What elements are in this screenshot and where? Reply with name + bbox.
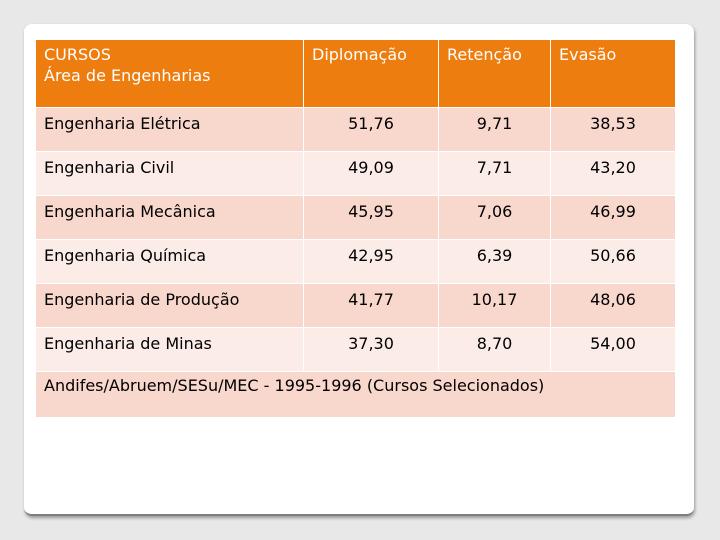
- course-name: Engenharia Civil: [35, 151, 304, 196]
- diplomacao-value: 49,09: [303, 151, 439, 196]
- retencao-value: 6,39: [438, 239, 551, 284]
- table-row: Engenharia Elétrica 51,76 9,71 38,53: [35, 107, 676, 152]
- table-row: Engenharia de Produção 41,77 10,17 48,06: [35, 283, 676, 328]
- table-row: Engenharia Química 42,95 6,39 50,66: [35, 239, 676, 284]
- evasao-value: 46,99: [550, 195, 676, 240]
- header-diplomacao: Diplomação: [303, 39, 439, 108]
- retencao-value: 8,70: [438, 327, 551, 372]
- course-name: Engenharia Mecânica: [35, 195, 304, 240]
- diplomacao-value: 42,95: [303, 239, 439, 284]
- course-name: Engenharia Química: [35, 239, 304, 284]
- table-row: Engenharia de Minas 37,30 8,70 54,00: [35, 327, 676, 372]
- course-name: Engenharia de Minas: [35, 327, 304, 372]
- retencao-value: 9,71: [438, 107, 551, 152]
- table-row: Engenharia Mecânica 45,95 7,06 46,99: [35, 195, 676, 240]
- retencao-value: 10,17: [438, 283, 551, 328]
- source-note: Andifes/Abruem/SESu/MEC - 1995-1996 (Cur…: [35, 371, 676, 418]
- table-row: Engenharia Civil 49,09 7,71 43,20: [35, 151, 676, 196]
- diplomacao-value: 45,95: [303, 195, 439, 240]
- table-header-row: CURSOS Área de Engenharias Diplomação Re…: [35, 39, 676, 108]
- header-retencao: Retenção: [438, 39, 551, 108]
- course-name: Engenharia de Produção: [35, 283, 304, 328]
- evasao-value: 43,20: [550, 151, 676, 196]
- engineering-courses-table: CURSOS Área de Engenharias Diplomação Re…: [35, 39, 676, 418]
- evasao-value: 50,66: [550, 239, 676, 284]
- header-evasao: Evasão: [550, 39, 676, 108]
- header-courses: CURSOS Área de Engenharias: [35, 39, 304, 108]
- diplomacao-value: 37,30: [303, 327, 439, 372]
- evasao-value: 48,06: [550, 283, 676, 328]
- retencao-value: 7,06: [438, 195, 551, 240]
- retencao-value: 7,71: [438, 151, 551, 196]
- source-row: Andifes/Abruem/SESu/MEC - 1995-1996 (Cur…: [35, 371, 676, 418]
- header-courses-line1: CURSOS: [44, 45, 111, 64]
- evasao-value: 54,00: [550, 327, 676, 372]
- course-name: Engenharia Elétrica: [35, 107, 304, 152]
- diplomacao-value: 51,76: [303, 107, 439, 152]
- evasao-value: 38,53: [550, 107, 676, 152]
- diplomacao-value: 41,77: [303, 283, 439, 328]
- header-courses-line2: Área de Engenharias: [44, 66, 211, 85]
